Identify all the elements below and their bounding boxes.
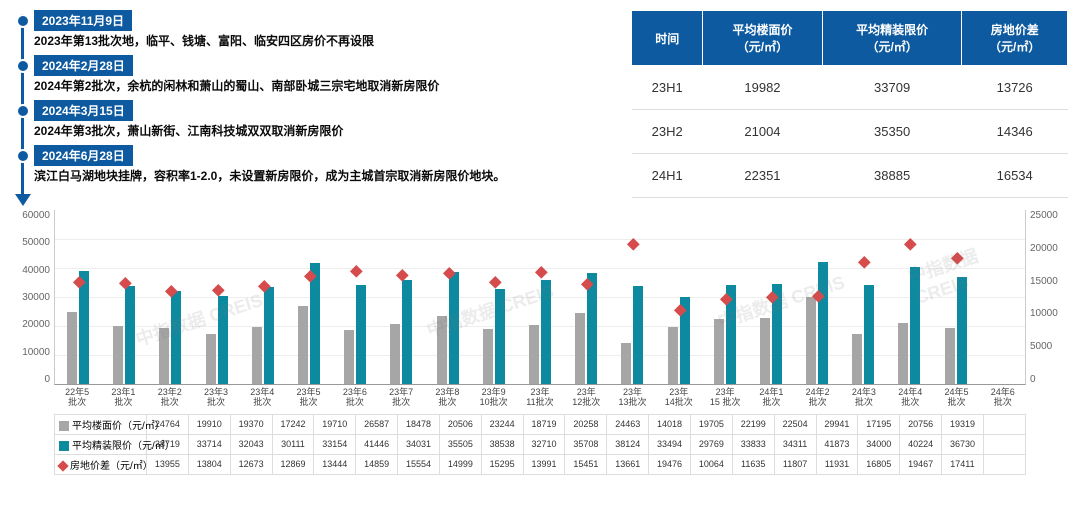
table-header: 平均精装限价（元/㎡） [822, 11, 962, 66]
chart-column [933, 210, 979, 384]
event-date: 2024年6月28日 [34, 145, 133, 166]
table-row: 23H1199823370913726 [632, 66, 1068, 110]
table-header: 平均楼面价（元/㎡） [703, 11, 823, 66]
chart-column [240, 210, 286, 384]
data-table: 平均楼面价（元/㎡）247641991019370172421971026587… [54, 414, 1026, 475]
event-date: 2024年3月15日 [34, 100, 133, 121]
y-axis-right: 2500020000150001000050000 [1026, 210, 1068, 385]
chart-column [794, 210, 840, 384]
y-axis-left: 6000050000400003000020000100000 [12, 210, 54, 385]
table-header: 时间 [632, 11, 703, 66]
chart-column [55, 210, 101, 384]
chart-column [194, 210, 240, 384]
chart-column [840, 210, 886, 384]
event-date: 2023年11月9日 [34, 10, 132, 31]
chart-column [886, 210, 932, 384]
event-desc: 2023年第13批次地，临平、钱塘、富阳、临安四区房价不再设限 [34, 31, 623, 51]
chart-column [563, 210, 609, 384]
chart-column [332, 210, 378, 384]
table-row: 24H1223513888516534 [632, 154, 1068, 198]
chart-column [286, 210, 332, 384]
arrow-down-icon [15, 194, 31, 206]
event-date: 2024年2月28日 [34, 55, 133, 76]
chart-column [609, 210, 655, 384]
chart-column [471, 210, 517, 384]
event-desc: 2024年第3批次，萧山新街、江南科技城双双取消新房限价 [34, 121, 623, 141]
event-desc: 2024年第2批次，余杭的闲林和萧山的蜀山、南部卧城三宗宅地取消新房限价 [34, 76, 623, 96]
chart-column [655, 210, 701, 384]
event-desc: 滨江白马湖地块挂牌，容积率1-2.0，未设置新房限价，成为主城首宗取消新房限价地… [34, 166, 623, 186]
chart-column [425, 210, 471, 384]
chart-column [101, 210, 147, 384]
chart-column [147, 210, 193, 384]
chart-column [517, 210, 563, 384]
price-chart: 6000050000400003000020000100000 中指数据 CRE… [12, 210, 1068, 475]
summary-table: 时间平均楼面价（元/㎡）平均精装限价（元/㎡）房地价差（元/㎡） 23H1199… [631, 10, 1068, 198]
table-header: 房地价差（元/㎡） [962, 11, 1068, 66]
chart-column [748, 210, 794, 384]
table-row: 23H2210043535014346 [632, 110, 1068, 154]
x-axis: 22年5批次23年1批次23年2批次23年3批次23年4批次23年5批次23年6… [54, 385, 1026, 408]
chart-column [378, 210, 424, 384]
chart-column [702, 210, 748, 384]
timeline: 2023年11月9日2023年第13批次地，临平、钱塘、富阳、临安四区房价不再设… [12, 10, 623, 198]
chart-column [979, 210, 1025, 384]
